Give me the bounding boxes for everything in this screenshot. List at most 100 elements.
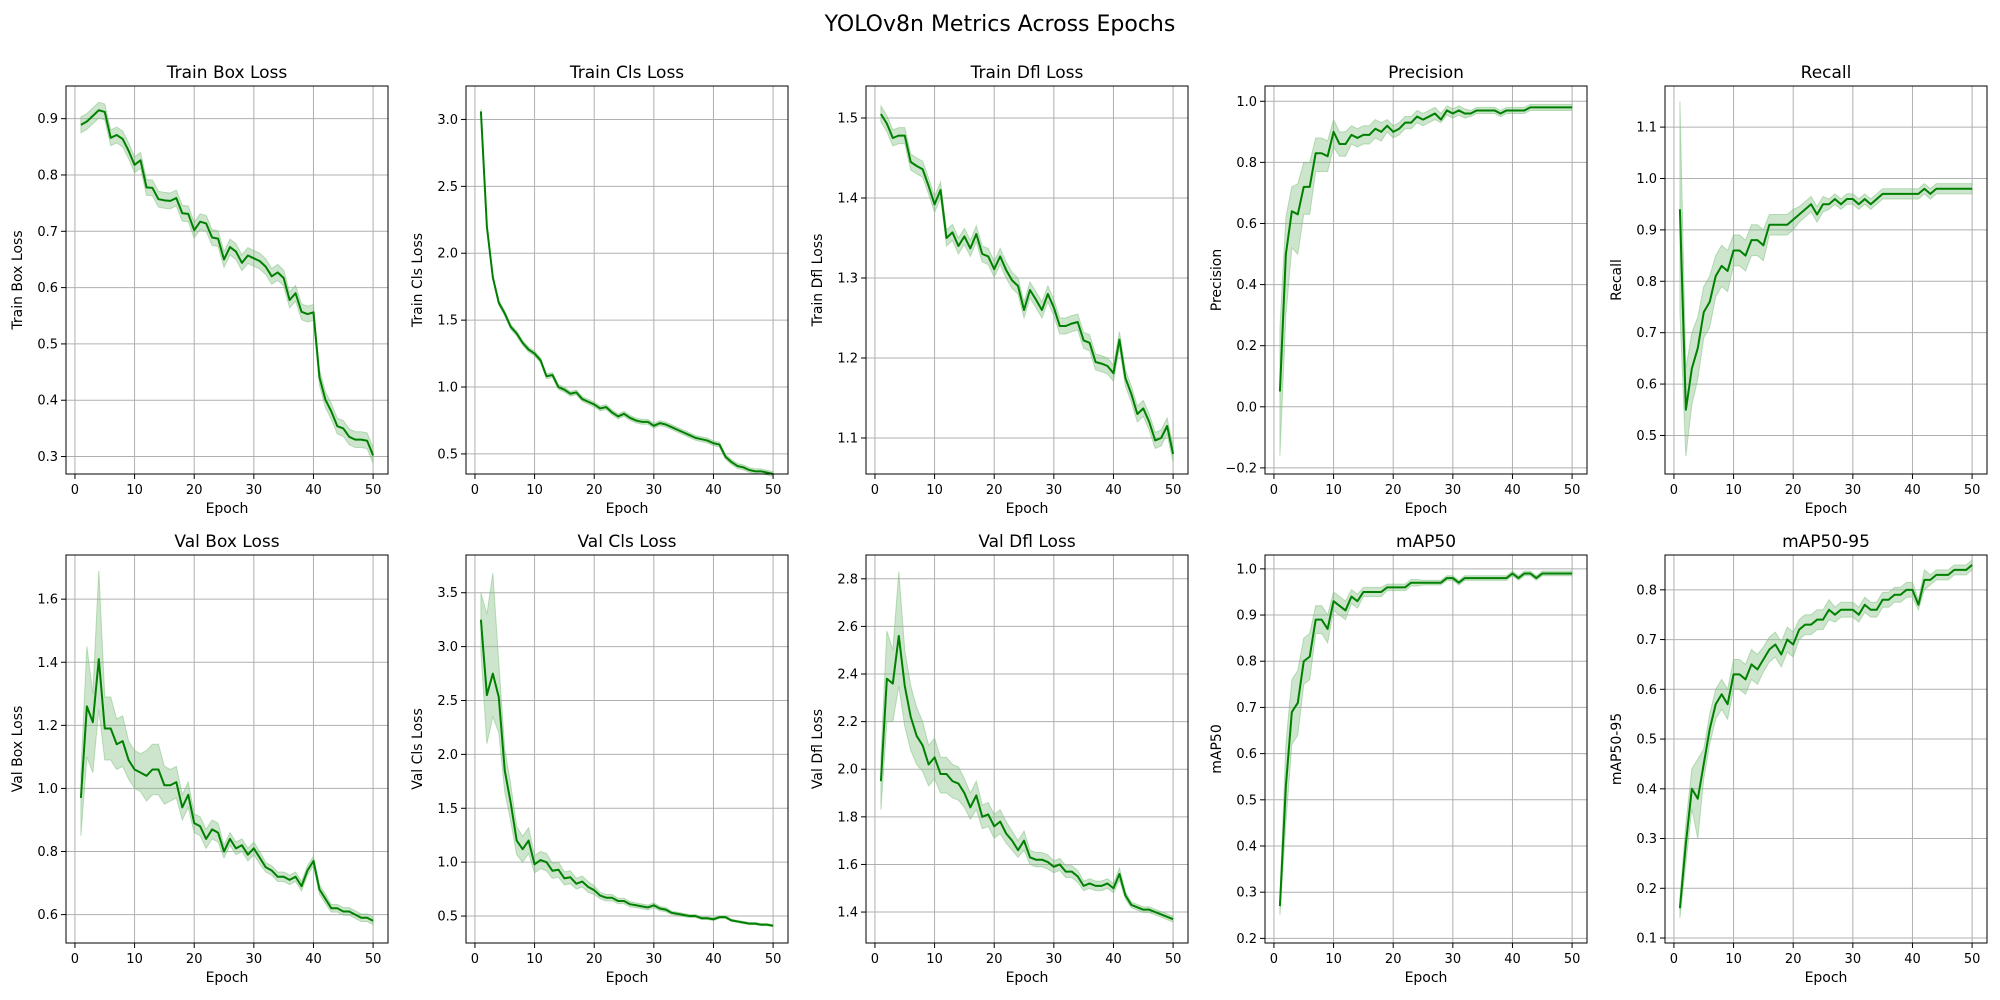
y-tick-label: 3.0 [437, 640, 458, 655]
y-axis-label: Train Cls Loss [410, 233, 426, 328]
y-tick-label: 0.3 [1236, 886, 1257, 901]
y-tick-label: 2.6 [837, 620, 858, 635]
y-tick-label: 2.0 [837, 763, 858, 778]
axes-frame [65, 554, 389, 944]
series-line [1678, 187, 1973, 411]
y-tick-label: 1.1 [837, 432, 858, 447]
subplot-2: 0 10 20 30 40 50 0.5 1.0 1.5 2.0 2.5 3.0 Train Cls L… [410, 63, 789, 517]
axes-frame [465, 554, 789, 944]
confidence-band [1279, 103, 1573, 456]
y-tick-label: 0.2 [1636, 882, 1657, 897]
y-tick-label: 1.6 [837, 858, 858, 873]
x-tick-label: 0 [871, 483, 879, 498]
y-tick-label: 1.3 [837, 272, 858, 287]
x-tick-label: 40 [305, 952, 322, 967]
x-tick-label: 50 [365, 483, 382, 498]
y-tick-label: 1.8 [837, 810, 858, 825]
subplot-9: 0 10 20 30 40 50 0.2 0.3 0.4 0.5 0.6 0.7 0.8 0.9 1.0 mA… [1209, 532, 1588, 986]
x-tick-label: 30 [246, 483, 263, 498]
y-tick-label: 0.8 [1636, 583, 1657, 598]
x-tick-label: 40 [1904, 483, 1921, 498]
x-tick-label: 40 [1105, 952, 1122, 967]
subplot-title: Train Cls Loss [569, 63, 684, 83]
axes-frame [865, 554, 1189, 944]
y-tick-label: 0.8 [1236, 655, 1257, 670]
y-tick-label: 0.9 [1636, 223, 1657, 238]
x-tick-label: 30 [1845, 483, 1862, 498]
x-tick-label: 0 [71, 483, 79, 498]
axes-frame [1264, 85, 1588, 475]
y-axis-label: Val Cls Loss [410, 708, 426, 790]
x-tick-label: 30 [1445, 952, 1462, 967]
x-axis-label: Epoch [606, 970, 649, 986]
series-line [880, 113, 1175, 455]
x-tick-label: 30 [246, 952, 263, 967]
y-tick-label: 1.0 [437, 856, 458, 871]
y-axis-label: Val Dfl Loss [810, 709, 826, 789]
y-tick-label: 0.4 [37, 394, 58, 409]
x-tick-label: 10 [526, 952, 543, 967]
series-line [79, 658, 374, 922]
confidence-band [480, 573, 774, 928]
axes-frame [65, 85, 389, 475]
subplot-title: Train Dfl Loss [970, 63, 1084, 83]
x-tick-label: 50 [1964, 952, 1981, 967]
y-tick-label: 1.1 [1636, 121, 1657, 136]
x-axis-label: Epoch [206, 970, 249, 986]
x-tick-label: 10 [526, 483, 543, 498]
y-tick-label: 2.8 [837, 572, 858, 587]
y-tick-label: 1.0 [1636, 172, 1657, 187]
y-tick-label: 0.8 [37, 845, 58, 860]
y-tick-label: 0.6 [1236, 747, 1257, 762]
x-tick-label: 20 [1785, 952, 1802, 967]
y-tick-label: 0.8 [1236, 156, 1257, 171]
axes-frame [1664, 554, 1988, 944]
y-tick-label: 1.6 [37, 593, 58, 608]
x-tick-label: 20 [1785, 483, 1802, 498]
x-axis-label: Epoch [1405, 501, 1448, 517]
figure-title: YOLOv8n Metrics Across Epochs [824, 12, 1176, 37]
confidence-band [1279, 570, 1573, 916]
series-line [1678, 564, 1973, 909]
y-tick-label: 1.5 [437, 802, 458, 817]
y-tick-label: 0.5 [1236, 793, 1257, 808]
axes-frame [465, 85, 789, 475]
x-tick-label: 50 [1564, 952, 1581, 967]
y-tick-label: 2.0 [437, 247, 458, 262]
x-tick-label: 40 [1105, 483, 1122, 498]
subplot-title: mAP50-95 [1782, 532, 1870, 552]
y-tick-label: 0.6 [1236, 217, 1257, 232]
x-tick-label: 50 [765, 483, 782, 498]
x-tick-label: 50 [765, 952, 782, 967]
x-axis-label: Epoch [1805, 970, 1848, 986]
y-axis-label: mAP50-95 [1609, 713, 1625, 785]
x-tick-label: 40 [1504, 952, 1521, 967]
y-tick-label: 1.0 [437, 381, 458, 396]
y-tick-label: 1.4 [837, 192, 858, 207]
x-tick-label: 20 [986, 483, 1003, 498]
y-tick-label: −0.2 [1225, 461, 1257, 476]
y-tick-label: 0.4 [1236, 840, 1257, 855]
x-axis-label: Epoch [206, 501, 249, 517]
x-tick-label: 40 [305, 483, 322, 498]
series-line [1278, 572, 1573, 907]
subplot-title: Precision [1388, 63, 1464, 83]
x-tick-label: 0 [1270, 483, 1278, 498]
x-tick-label: 0 [71, 952, 79, 967]
y-tick-label: 0.6 [1636, 378, 1657, 393]
confidence-band [1679, 558, 1973, 919]
x-tick-label: 20 [186, 483, 203, 498]
subplot-3: 0 10 20 30 40 50 1.1 1.2 1.3 1.4 1.5 Train Dfl Loss… [810, 63, 1189, 517]
x-tick-label: 0 [471, 952, 479, 967]
x-tick-label: 30 [646, 952, 663, 967]
y-axis-label: Recall [1609, 259, 1625, 301]
x-tick-label: 40 [1904, 952, 1921, 967]
x-tick-label: 30 [1445, 483, 1462, 498]
y-tick-label: 0.9 [37, 112, 58, 127]
y-tick-label: 0.7 [1636, 326, 1657, 341]
confidence-band [480, 108, 774, 478]
y-axis-label: Train Dfl Loss [810, 234, 826, 328]
y-tick-label: 0.5 [437, 910, 458, 925]
series-line [479, 619, 774, 927]
